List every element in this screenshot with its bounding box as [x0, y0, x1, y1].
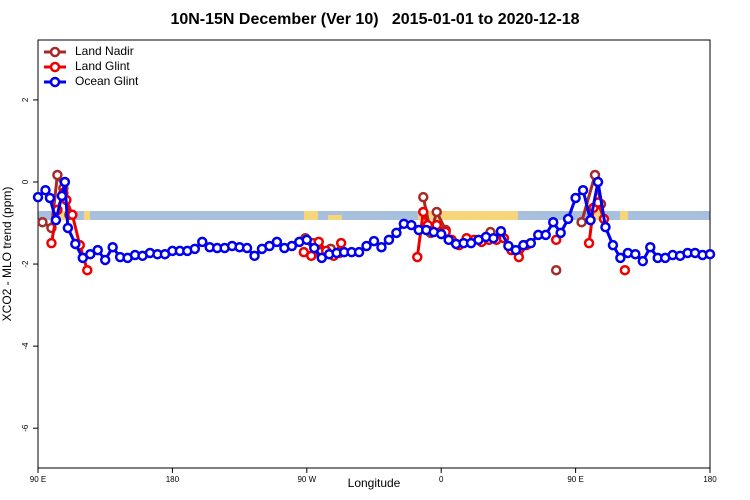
point [249, 250, 260, 262]
legend-label: Land Glint [75, 59, 130, 73]
point [406, 219, 417, 231]
point [361, 240, 372, 252]
legend-marker [49, 46, 61, 58]
point [637, 255, 649, 267]
point [286, 240, 298, 252]
point [510, 244, 522, 256]
x-tick-label: 90 E [30, 475, 46, 484]
point [271, 236, 283, 248]
land-patch [418, 211, 518, 220]
land-patch [620, 211, 628, 220]
point [431, 206, 442, 218]
point [607, 239, 619, 251]
point [583, 237, 595, 249]
point [562, 213, 574, 225]
land-patch [590, 211, 604, 220]
point [577, 184, 589, 196]
point [52, 169, 63, 181]
point [368, 235, 380, 247]
point [50, 214, 62, 226]
point [40, 184, 51, 196]
y-tick-label: -6 [21, 424, 30, 432]
point [264, 240, 275, 252]
point [391, 227, 402, 239]
point [418, 206, 429, 218]
point [70, 238, 81, 250]
point [488, 232, 499, 244]
point [62, 222, 74, 234]
point [525, 237, 537, 249]
x-tick-label: 90 E [567, 475, 583, 484]
legend-label: Ocean Glint [75, 74, 139, 88]
chart-title: 10N-15N December (Ver 10) 2015-01-01 to … [170, 11, 579, 28]
point [615, 252, 626, 264]
x-tick-label: 180 [703, 475, 717, 484]
y-tick-label: -2 [21, 260, 30, 268]
land-patch [328, 215, 342, 220]
point [412, 251, 423, 263]
point [592, 176, 604, 188]
point [353, 246, 365, 258]
point [82, 264, 93, 276]
point [619, 264, 631, 276]
point [495, 225, 507, 237]
point [32, 191, 44, 203]
y-tick-label: 0 [21, 179, 30, 184]
point [59, 176, 71, 188]
point [197, 236, 208, 248]
y-tick-label: 2 [21, 97, 30, 102]
legend-label: Land Nadir [75, 44, 134, 58]
point [547, 216, 559, 228]
point [67, 209, 78, 221]
point [46, 237, 57, 249]
point [92, 244, 103, 256]
point [540, 229, 551, 241]
point [443, 234, 454, 246]
ocean-band [38, 211, 710, 220]
point [704, 248, 716, 260]
point [37, 216, 48, 228]
point [241, 242, 253, 254]
point [418, 191, 429, 203]
point [85, 248, 96, 260]
point [550, 234, 562, 246]
point [550, 264, 562, 276]
point [645, 241, 656, 253]
land-patch [84, 211, 90, 220]
point [600, 221, 611, 233]
x-tick-label: 180 [166, 475, 180, 484]
point [630, 248, 641, 260]
point [107, 241, 118, 253]
point [503, 240, 514, 252]
point [301, 234, 313, 246]
point [570, 192, 581, 204]
point [99, 254, 111, 266]
point [435, 228, 447, 240]
legend-marker [49, 76, 61, 88]
x-axis-label: Longitude [348, 476, 401, 490]
legend-marker [49, 61, 61, 73]
point [309, 242, 320, 254]
x-tick-label: 0 [439, 475, 444, 484]
y-axis-label: XCO2 - MLO trend (ppm) [0, 187, 14, 322]
series [32, 176, 716, 267]
point [585, 214, 596, 226]
point [189, 243, 201, 255]
point [56, 190, 68, 202]
land-patch [304, 211, 318, 220]
point [44, 192, 56, 204]
x-tick-label: 90 W [297, 475, 316, 484]
point [376, 241, 387, 253]
point [555, 227, 566, 239]
point [383, 234, 395, 246]
point [576, 216, 587, 228]
y-tick-label: -4 [21, 342, 30, 350]
point [335, 237, 347, 249]
